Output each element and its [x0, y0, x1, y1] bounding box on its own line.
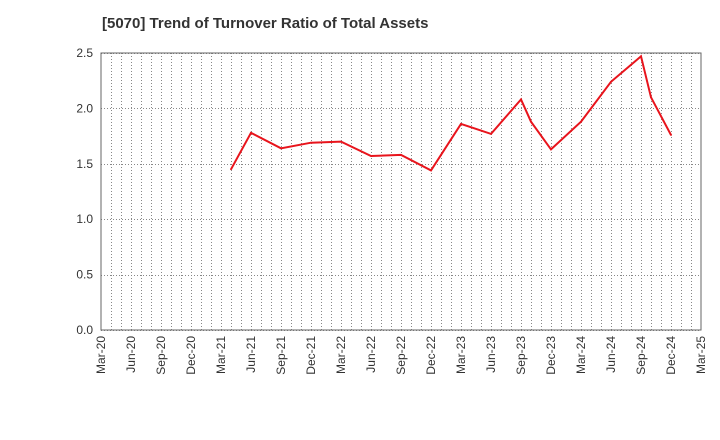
data-point [310, 141, 312, 144]
data-point [430, 169, 432, 172]
data-point [640, 55, 642, 58]
data-point [490, 133, 492, 135]
x-tick-label: Mar-21 [214, 336, 228, 374]
y-axis: 0.0 0.5 1.0 1.5 2.0 2.5 [76, 46, 93, 337]
data-point [250, 131, 252, 134]
x-tick-label: Dec-23 [544, 336, 558, 375]
x-tick-label: Mar-22 [334, 336, 348, 374]
data-point [530, 120, 532, 123]
x-tick-label: Jun-23 [484, 336, 498, 373]
y-tick-label: 1.5 [76, 157, 93, 171]
x-tick-label: Jun-24 [604, 336, 618, 373]
y-tick-label: 2.5 [76, 46, 93, 60]
x-tick-label: Jun-21 [244, 336, 258, 373]
data-point [280, 147, 282, 150]
x-tick-label: Sep-21 [274, 336, 288, 375]
y-tick-label: 2.0 [76, 101, 93, 115]
data-point [370, 155, 372, 157]
data-point [580, 120, 582, 123]
data-point [460, 123, 462, 125]
data-point [610, 80, 612, 83]
x-tick-label: Sep-22 [394, 336, 408, 375]
x-tick-label: Mar-24 [574, 336, 588, 374]
x-tick-label: Mar-23 [454, 336, 468, 374]
x-tick-label: Dec-22 [424, 336, 438, 375]
x-tick-label: Sep-23 [514, 336, 528, 375]
x-tick-label: Dec-20 [184, 336, 198, 375]
x-tick-label: Jun-20 [124, 336, 138, 373]
x-tick-label: Mar-25 [694, 336, 708, 374]
y-tick-label: 0.0 [76, 323, 93, 337]
x-axis: Mar-20 Jun-20 Sep-20 Dec-20 Mar-21 Jun-21 Sep-… [94, 336, 708, 375]
data-point [340, 140, 342, 143]
data-point [400, 154, 402, 156]
chart-title: [5070] Trend of Turnover Ratio of Total … [102, 15, 429, 32]
data-point [670, 134, 672, 136]
data-point [650, 96, 652, 99]
x-tick-label: Sep-20 [154, 336, 168, 375]
y-tick-label: 1.0 [76, 212, 93, 226]
plot-frame [100, 52, 702, 331]
x-tick-label: Mar-20 [94, 336, 108, 374]
y-tick-label: 0.5 [76, 268, 93, 282]
x-tick-label: Dec-21 [304, 336, 318, 375]
data-point [550, 148, 552, 151]
data-point [520, 98, 522, 101]
grid-layer [101, 53, 701, 331]
x-tick-label: Sep-24 [634, 336, 648, 375]
turnover-ratio-line [230, 54, 672, 172]
series-layer [230, 54, 672, 172]
data-point [230, 168, 232, 171]
x-tick-label: Jun-22 [364, 336, 378, 373]
x-tick-label: Dec-24 [664, 336, 678, 375]
